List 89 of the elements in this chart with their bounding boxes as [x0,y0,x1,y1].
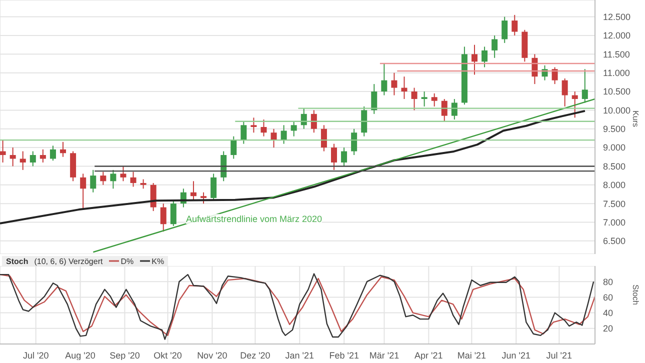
y-tick-label: 80 [603,276,614,287]
candlestick [60,141,66,158]
chart-subtitle: (10, 6, 6) Verzögert [34,256,103,266]
candlestick [130,171,136,188]
y-tick-label: 10.000 [603,105,631,116]
candlestick [150,182,156,212]
x-tick-label: Nov '20 [197,350,228,360]
candlestick [512,14,518,36]
candlestick [110,169,116,190]
candlestick [381,63,388,96]
candlestick [250,117,257,134]
candlestick [451,98,458,120]
candlestick [280,124,287,144]
y-tick-label: 12.000 [603,30,631,41]
candlestick [371,84,378,114]
y-tick-label: 9.500 [603,124,626,134]
candlestick [160,203,166,232]
candlestick [562,78,568,107]
x-tick-label: Mär '21 [369,350,400,360]
candlestick [50,145,56,162]
candlestick [582,68,588,104]
y-tick-label: 7.000 [603,217,626,228]
candlestick [90,169,96,193]
y-tick-label: 20 [603,324,614,334]
candlestick [260,119,267,137]
candlestick [140,178,146,190]
candlestick [10,147,16,167]
y-axis-title: Stoch [631,284,640,305]
y-tick-label: 11.500 [603,49,630,60]
candlestick [411,87,418,111]
legend-label: D% [120,256,134,266]
x-tick-label: Okt '20 [154,350,182,360]
y-tick-label: 11.000 [603,68,630,78]
candlestick [40,148,46,163]
candlestick [401,76,408,100]
y-tick-label: 40 [603,308,614,318]
annotation: Aufwärtstrendlinie vom März 2020 [186,214,322,224]
candlestick [210,173,217,200]
x-tick-label: Jun '21 [502,350,531,360]
y-tick-label: 10.500 [603,86,631,97]
candlestick [391,72,398,96]
x-tick-label: Jul '21 [546,350,572,360]
y-tick-label: 12.500 [603,12,631,22]
candlestick [502,16,508,44]
x-tick-label: Apr '21 [414,350,443,360]
y-tick-label: 8.500 [603,161,626,172]
line-series [0,110,586,224]
y-tick-label: 9.000 [603,142,626,153]
candlestick [351,128,358,156]
x-tick-label: Feb '21 [329,350,359,360]
candlestick [361,106,368,137]
x-tick-label: Jul '20 [22,350,49,360]
candlestick [100,171,106,186]
legend-label: K% [152,256,164,266]
candlestick [492,34,498,58]
candlestick [200,192,207,204]
candlestick [471,44,478,76]
y-tick-label: 60 [603,292,614,302]
candlestick [120,166,126,182]
y-axis-title: Kurs [631,110,640,127]
candlestick [431,92,438,107]
y-tick-label: 7.500 [603,198,626,209]
candlestick [341,147,348,167]
candlestick [421,91,428,107]
candlestick [290,120,297,137]
x-tick-label: Sep '20 [110,350,140,360]
candlestick [80,173,86,210]
candlestick [270,128,277,148]
candlestick [20,150,26,170]
chart-title: Stoch [6,256,28,266]
candlestick [482,46,488,68]
candlestick [320,124,327,152]
x-tick-label: Jan '21 [285,350,314,360]
candlestick [170,199,176,226]
candlestick [552,66,558,85]
candlestick [230,136,237,160]
candlestick [330,143,337,170]
x-tick-label: Dez '20 [240,350,270,360]
x-tick-label: Aug '20 [65,350,96,360]
candlestick [572,91,578,118]
y-tick-label: 8.000 [603,180,626,190]
candlestick [30,150,36,167]
x-tick-label: Mai '21 [457,350,486,360]
candlestick [441,98,448,122]
candlestick [190,180,196,200]
candlestick [240,120,247,144]
candlestick [310,110,317,134]
candlestick [0,140,6,163]
y-tick-label: 6.500 [603,236,626,246]
